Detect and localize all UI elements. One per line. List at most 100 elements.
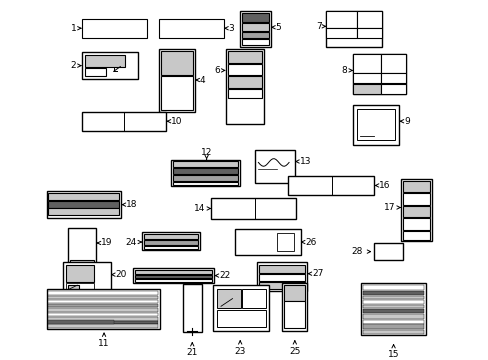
Bar: [356, 109, 395, 140]
Bar: [227, 89, 262, 98]
Bar: [173, 162, 238, 167]
Bar: [173, 168, 238, 174]
Bar: [173, 175, 238, 181]
Bar: [48, 193, 119, 200]
Bar: [48, 201, 119, 207]
Bar: [213, 285, 268, 331]
Text: 24: 24: [125, 238, 136, 247]
Text: 9: 9: [403, 117, 409, 126]
Text: 28: 28: [351, 247, 362, 256]
Bar: [135, 275, 212, 279]
Bar: [65, 283, 94, 291]
Bar: [284, 301, 305, 328]
Text: 15: 15: [387, 350, 399, 359]
Bar: [235, 229, 300, 256]
Text: 13: 13: [299, 157, 310, 166]
Bar: [67, 228, 96, 276]
Text: 16: 16: [378, 181, 390, 190]
Bar: [159, 19, 224, 38]
Text: 11: 11: [98, 339, 110, 348]
Text: 1: 1: [71, 24, 77, 33]
Bar: [242, 23, 268, 31]
Bar: [374, 243, 402, 260]
Bar: [402, 181, 429, 192]
Bar: [356, 28, 381, 38]
Bar: [326, 11, 381, 48]
Bar: [402, 230, 429, 240]
Bar: [353, 84, 380, 94]
Bar: [48, 291, 158, 295]
Bar: [362, 296, 424, 298]
Bar: [287, 176, 374, 195]
Bar: [48, 317, 158, 321]
Bar: [46, 191, 121, 218]
Bar: [48, 308, 158, 312]
Bar: [159, 49, 195, 112]
Bar: [402, 218, 429, 230]
Text: 7: 7: [315, 22, 321, 31]
Bar: [353, 54, 380, 73]
Bar: [362, 300, 424, 304]
Bar: [353, 73, 380, 83]
Bar: [69, 260, 94, 274]
Text: 5: 5: [275, 23, 281, 32]
Bar: [227, 76, 262, 88]
Text: 12: 12: [201, 148, 212, 157]
Bar: [362, 320, 424, 324]
Text: 19: 19: [101, 238, 112, 247]
Bar: [353, 105, 399, 145]
Bar: [65, 265, 94, 282]
Bar: [48, 313, 158, 316]
Bar: [362, 314, 424, 319]
Text: 25: 25: [288, 347, 300, 356]
Bar: [356, 11, 381, 28]
Bar: [46, 289, 159, 329]
Bar: [85, 55, 125, 67]
Bar: [284, 285, 305, 301]
Bar: [282, 283, 306, 331]
Bar: [362, 330, 424, 334]
Bar: [67, 285, 79, 297]
Text: 2: 2: [70, 61, 76, 70]
Circle shape: [278, 235, 282, 240]
Bar: [48, 304, 158, 307]
Bar: [402, 193, 429, 204]
Bar: [380, 73, 405, 83]
Bar: [240, 11, 270, 48]
Bar: [242, 13, 268, 22]
Bar: [62, 262, 110, 301]
Bar: [217, 289, 241, 308]
Bar: [144, 240, 198, 245]
Bar: [362, 291, 424, 295]
Bar: [217, 310, 265, 327]
Bar: [48, 321, 158, 324]
Bar: [353, 54, 405, 94]
Bar: [171, 159, 240, 186]
Text: 18: 18: [126, 200, 137, 209]
Text: 4: 4: [200, 76, 205, 85]
Bar: [225, 49, 264, 124]
Text: 20: 20: [115, 270, 127, 279]
Bar: [48, 208, 119, 215]
Bar: [173, 182, 238, 185]
Circle shape: [187, 319, 197, 328]
Bar: [326, 28, 356, 38]
Bar: [135, 270, 212, 274]
Text: 17: 17: [383, 203, 395, 212]
Bar: [227, 64, 262, 75]
Bar: [242, 289, 265, 308]
Circle shape: [278, 242, 282, 246]
Bar: [380, 54, 405, 73]
Text: 3: 3: [228, 24, 234, 33]
Bar: [362, 324, 424, 329]
Bar: [380, 84, 405, 94]
Bar: [82, 52, 137, 79]
Bar: [254, 150, 294, 183]
Bar: [259, 274, 305, 281]
Text: 23: 23: [234, 347, 245, 356]
Bar: [135, 279, 212, 282]
Bar: [326, 11, 356, 28]
Text: 14: 14: [194, 204, 205, 213]
Bar: [227, 51, 262, 63]
Bar: [142, 233, 200, 250]
